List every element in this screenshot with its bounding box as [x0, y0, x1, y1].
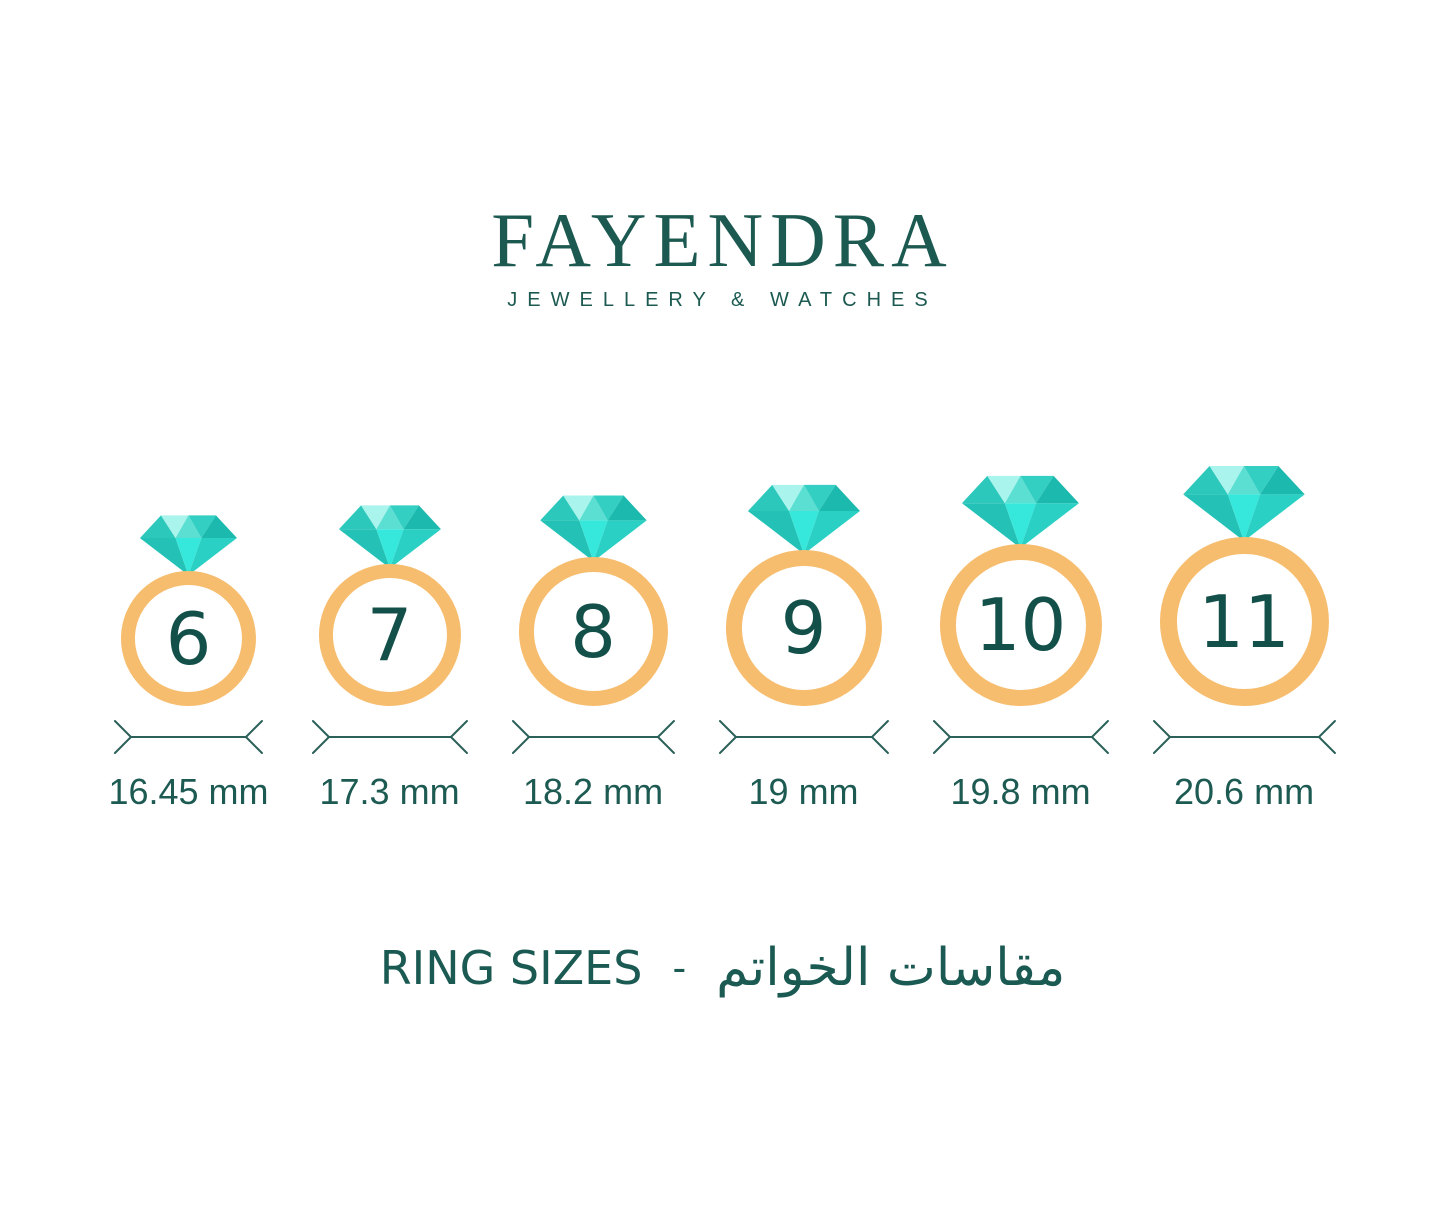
ring-size-number: 10 [974, 583, 1067, 668]
ring-size-6: 6 16.45 mm [108, 512, 269, 813]
diamond-gem-icon [338, 505, 441, 569]
caption-english: RING SIZES [379, 941, 643, 995]
diameter-label: 19.8 mm [950, 771, 1091, 813]
ring-band: 6 [120, 571, 256, 707]
ring-size-row: 6 16.45 mm 7 17.3 mm 8 18.2 mm 9 19 mm 10 19.8 mm… [108, 462, 1336, 812]
caption-separator: - [672, 946, 687, 990]
ring-band: 10 [939, 544, 1102, 707]
ring-size-7: 7 17.3 mm [311, 502, 469, 812]
diameter-label: 16.45 mm [108, 771, 269, 813]
ring-size-number: 8 [570, 589, 616, 674]
ring-band: 7 [318, 564, 461, 707]
ring-size-number: 6 [165, 596, 212, 681]
diameter-label: 20.6 mm [1174, 771, 1315, 813]
ring-band: 11 [1159, 537, 1329, 707]
ring-size-11: 11 20.6 mm [1152, 462, 1337, 812]
diamond-gem-icon [139, 515, 237, 576]
diamond-gem-icon [962, 476, 1080, 549]
ring-size-9: 9 19 mm [718, 481, 890, 812]
diameter-dimension-arrow [718, 720, 889, 755]
ring-size-number: 9 [780, 586, 827, 671]
ring-size-8: 8 18.2 mm [511, 492, 676, 812]
diameter-label: 19 mm [748, 771, 859, 813]
caption-arabic: مقاسات الخواتم [716, 938, 1066, 998]
diameter-dimension-arrow [1152, 720, 1336, 755]
diameter-dimension-arrow [113, 720, 263, 755]
ring-band: 8 [518, 557, 668, 707]
diameter-dimension-arrow [311, 720, 468, 755]
ring-size-10: 10 19.8 mm [932, 472, 1110, 812]
brand-tagline: JEWELLERY & WATCHES [507, 289, 938, 311]
diameter-label: 18.2 mm [523, 771, 664, 813]
diameter-dimension-arrow [511, 720, 675, 755]
diameter-label: 17.3 mm [319, 771, 460, 813]
brand-logo: FAYENDRA JEWELLERY & WATCHES [0, 202, 1445, 312]
chart-caption: RING SIZES - مقاسات الخواتم [0, 938, 1445, 998]
diamond-gem-icon [747, 485, 860, 555]
ring-band: 9 [725, 550, 882, 707]
diameter-dimension-arrow [932, 720, 1109, 755]
diamond-gem-icon [539, 495, 647, 562]
ring-size-number: 7 [366, 593, 413, 678]
brand-name: FAYENDRA [491, 197, 954, 283]
ring-size-number: 11 [1198, 579, 1290, 664]
diamond-gem-icon [1183, 466, 1305, 542]
